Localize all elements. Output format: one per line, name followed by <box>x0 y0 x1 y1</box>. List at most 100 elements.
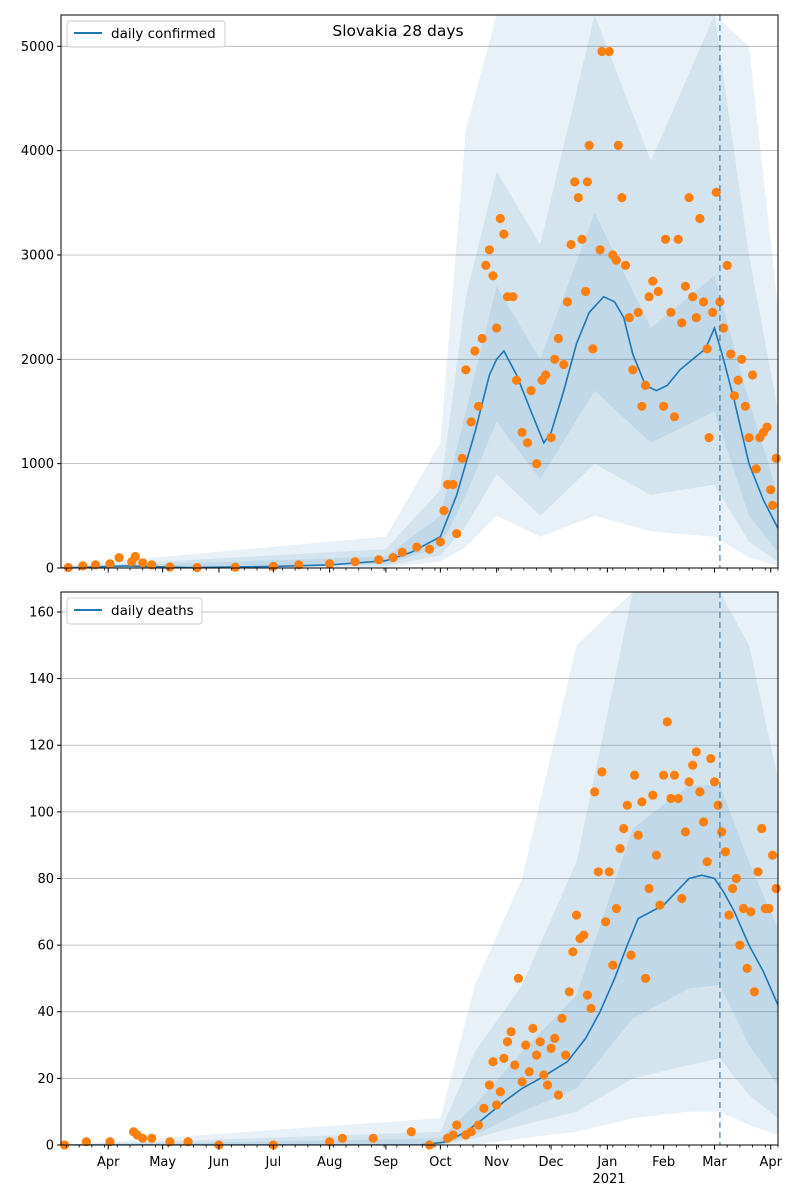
data-point <box>406 1127 416 1137</box>
legend-confirmed: daily confirmed <box>66 20 226 48</box>
data-point <box>562 297 573 307</box>
data-point <box>183 1137 193 1147</box>
data-point <box>488 271 498 281</box>
data-point <box>78 561 88 571</box>
data-point <box>666 793 676 804</box>
data-point <box>659 401 669 411</box>
data-point <box>637 797 647 807</box>
x-tick-label: Nov <box>484 1155 510 1170</box>
x-tick-label: Oct <box>429 1155 451 1170</box>
data-point <box>535 1037 545 1047</box>
data-point <box>648 276 658 286</box>
figure-title: Slovakia 28 days <box>332 22 463 40</box>
data-point <box>673 793 683 804</box>
deaths-chart: 0 20 40 60 80 100 120 140 160 Apr May Jun Jul Aug Sep O… <box>29 591 783 1170</box>
data-point <box>466 417 476 427</box>
data-point <box>268 561 278 572</box>
data-point <box>130 551 140 562</box>
data-point <box>561 1050 571 1060</box>
data-point <box>691 313 701 323</box>
data-point <box>771 883 781 894</box>
data-point <box>684 193 694 203</box>
data-point <box>718 323 729 333</box>
data-point <box>439 506 449 516</box>
y-tick-label: 60 <box>37 939 54 954</box>
data-point <box>550 1033 560 1043</box>
data-point <box>546 433 556 443</box>
data-point <box>539 1070 549 1080</box>
x-tick-label: Feb <box>652 1155 675 1170</box>
data-point <box>550 354 560 364</box>
data-point <box>688 760 698 770</box>
data-point <box>757 823 767 834</box>
data-point <box>699 817 709 827</box>
data-point <box>553 333 564 344</box>
data-point <box>448 479 458 490</box>
data-point <box>708 307 718 317</box>
data-point <box>726 349 736 359</box>
data-point <box>502 1037 513 1047</box>
data-point <box>617 193 627 203</box>
data-point <box>165 562 175 572</box>
y-tick-label: 20 <box>37 1072 54 1087</box>
data-point <box>644 883 654 894</box>
data-point <box>669 412 680 422</box>
data-point <box>713 800 723 810</box>
data-point <box>619 823 629 834</box>
data-point <box>452 1120 462 1130</box>
data-point <box>452 529 462 539</box>
data-point <box>473 1120 484 1130</box>
data-point <box>720 847 731 857</box>
data-point <box>749 987 760 997</box>
x-tick-label: Jul <box>265 1155 282 1170</box>
data-point <box>666 307 676 317</box>
y-tick-label: 120 <box>29 739 54 754</box>
x-tick-label: Dec <box>539 1155 564 1170</box>
x-tick-label: Sep <box>374 1155 399 1170</box>
x-year-label: 2021 <box>592 1172 625 1187</box>
y-tick-label: 100 <box>29 805 54 820</box>
data-point <box>479 1103 489 1113</box>
y-tick-label: 4000 <box>21 144 54 159</box>
data-point <box>466 1127 476 1137</box>
y-tick-label: 5000 <box>21 40 54 55</box>
data-point <box>737 354 747 364</box>
data-point <box>484 245 494 255</box>
data-point <box>553 1090 564 1100</box>
data-point <box>147 1133 157 1143</box>
data-point <box>524 1067 534 1077</box>
data-point <box>147 560 157 570</box>
data-point <box>771 453 781 463</box>
data-point <box>608 960 618 970</box>
confirmed-chart: 0 1000 2000 3000 4000 5000 <box>21 14 781 577</box>
data-point <box>691 747 701 757</box>
data-point <box>473 401 484 411</box>
data-point <box>571 910 582 920</box>
data-point <box>660 234 671 244</box>
data-point <box>577 234 587 244</box>
legend-deaths: daily deaths <box>66 597 203 625</box>
data-point <box>695 213 705 224</box>
x-tick-label: Mar <box>702 1155 727 1170</box>
data-point <box>748 370 758 380</box>
data-point <box>511 375 522 385</box>
uncertainty-band <box>61 15 778 568</box>
data-point <box>659 770 669 780</box>
data-point <box>633 830 643 840</box>
data-point <box>368 1133 378 1143</box>
data-point <box>412 542 422 552</box>
data-point <box>740 401 750 411</box>
data-point <box>230 562 240 572</box>
data-point <box>673 234 683 244</box>
data-point <box>325 559 335 569</box>
data-point <box>766 485 776 495</box>
y-tick-label: 1000 <box>21 457 54 472</box>
data-point <box>595 245 605 255</box>
data-point <box>495 213 505 224</box>
uncertainty-band <box>61 785 778 1145</box>
data-point <box>669 770 680 780</box>
data-point <box>604 46 614 57</box>
data-point <box>165 1137 175 1147</box>
data-point <box>626 950 636 960</box>
